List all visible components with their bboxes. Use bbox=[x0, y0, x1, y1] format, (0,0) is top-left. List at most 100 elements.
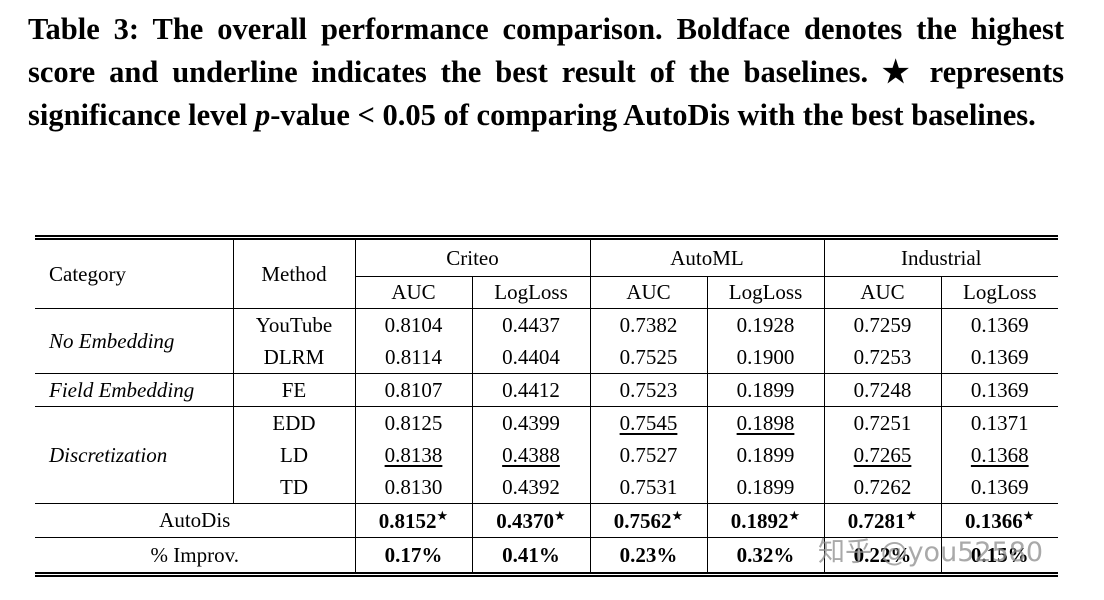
value-text: 0.4370 bbox=[496, 508, 555, 533]
value-cell: 0.7527 bbox=[589, 439, 707, 471]
value-text: 0.4388 bbox=[502, 442, 560, 467]
header-cell: Criteo bbox=[354, 237, 590, 277]
method-text: FE bbox=[281, 377, 307, 402]
value-text: 0.17% bbox=[384, 542, 443, 567]
caption-text: -value < 0.05 of comparing AutoDis with … bbox=[270, 98, 1036, 132]
value-text: 0.8125 bbox=[384, 410, 443, 435]
value-text: 0.8114 bbox=[385, 344, 442, 369]
significance-mark: ★ bbox=[1022, 507, 1035, 523]
value-text: 0.1892 bbox=[730, 508, 789, 533]
value-text: 0.7527 bbox=[619, 442, 678, 467]
value-text: 0.15% bbox=[970, 542, 1029, 567]
value-cell: 0.8125 bbox=[354, 406, 472, 439]
body-row: LD 0.8138 0.4388 0.7527 0.1899 0.7265 0.1368 bbox=[35, 439, 1059, 471]
body-row: Field Embedding FE 0.8107 0.4412 0.7523 0.189… bbox=[35, 373, 1059, 407]
header-cell: LogLoss bbox=[940, 276, 1059, 309]
value-cell: 0.4370★ bbox=[471, 503, 590, 538]
value-cell: 0.17% bbox=[354, 537, 472, 575]
value-text: 0.8104 bbox=[384, 312, 443, 337]
value-cell: 0.7262 bbox=[823, 471, 941, 504]
value-text: 0.22% bbox=[853, 542, 912, 567]
header-text: Category bbox=[49, 261, 126, 286]
value-cell: 0.7251 bbox=[823, 406, 941, 439]
value-cell: 0.4392 bbox=[471, 471, 590, 504]
method-text: DLRM bbox=[263, 344, 325, 369]
value-cell: 0.7523 bbox=[589, 373, 707, 407]
metric-name: LogLoss bbox=[494, 280, 568, 304]
caption-text: The overall performance comparison. Bold… bbox=[28, 12, 1064, 132]
value-cell: 0.4399 bbox=[471, 406, 590, 439]
value-cell: 0.15% bbox=[940, 537, 1059, 575]
metric-name: AUC bbox=[626, 280, 671, 304]
value-text: 0.7545 bbox=[619, 410, 678, 435]
value-cell: 0.4404 bbox=[471, 341, 590, 374]
header-cell: Method bbox=[232, 237, 355, 309]
value-cell: 0.1368 bbox=[940, 439, 1059, 471]
significance-mark: ★ bbox=[671, 507, 684, 523]
value-text: 0.7262 bbox=[853, 474, 912, 499]
header-text: Method bbox=[261, 261, 327, 286]
value-cell: 0.7281★ bbox=[823, 503, 941, 538]
metric-name: AUC bbox=[860, 280, 905, 304]
header-cell: LogLoss bbox=[471, 276, 590, 309]
value-text: 0.7523 bbox=[619, 377, 678, 402]
category-text: Discretization bbox=[49, 442, 168, 467]
value-cell: 0.22% bbox=[823, 537, 941, 575]
value-cell: 0.1899 bbox=[706, 471, 824, 504]
value-text: 0.8130 bbox=[384, 474, 443, 499]
metric-name: LogLoss bbox=[963, 280, 1037, 304]
body-row: DLRM 0.8114 0.4404 0.7525 0.1900 0.7253 0.1369 bbox=[35, 341, 1059, 374]
value-cell: 0.4412 bbox=[471, 373, 590, 407]
value-text: 0.7382 bbox=[619, 312, 678, 337]
caption: Table 3: The overall performance compari… bbox=[28, 8, 1064, 137]
value-text: 0.7525 bbox=[619, 344, 678, 369]
method-cell: YouTube bbox=[232, 308, 355, 341]
value-cell: 0.32% bbox=[706, 537, 824, 575]
method-cell: TD bbox=[232, 471, 355, 504]
dataset-name: AutoML bbox=[670, 245, 744, 270]
dataset-name: Criteo bbox=[446, 245, 499, 270]
value-text: 0.23% bbox=[619, 542, 678, 567]
watermark: 知乎 @you52580 bbox=[818, 537, 1044, 568]
category-text: No Embedding bbox=[49, 328, 175, 353]
value-cell: 0.1898 bbox=[706, 406, 824, 439]
method-cell: FE bbox=[232, 373, 355, 407]
method-text: LD bbox=[280, 442, 308, 467]
method-cell: AutoDis bbox=[35, 503, 355, 538]
header-row: AUC LogLoss AUC LogLoss AUC LogLoss bbox=[35, 276, 1059, 309]
label-text: % Improv. bbox=[150, 542, 239, 567]
value-text: 0.1900 bbox=[736, 344, 795, 369]
value-text: 0.4437 bbox=[502, 312, 560, 337]
method-cell: DLRM bbox=[232, 341, 355, 374]
value-text: 0.1928 bbox=[736, 312, 795, 337]
label-cell: % Improv. bbox=[35, 538, 355, 575]
value-text: 0.1899 bbox=[736, 474, 795, 499]
header-cell: Category bbox=[35, 237, 233, 309]
header-cell: AutoML bbox=[589, 237, 824, 277]
value-text: 0.1369 bbox=[970, 344, 1029, 369]
value-cell: 0.1899 bbox=[706, 373, 824, 407]
value-cell: 0.8152★ bbox=[354, 503, 472, 538]
value-text: 0.1369 bbox=[970, 312, 1029, 337]
header-cell: Industrial bbox=[823, 237, 1059, 277]
value-cell: 0.1928 bbox=[706, 308, 824, 341]
value-text: 0.1371 bbox=[970, 410, 1029, 435]
value-cell: 0.1900 bbox=[706, 341, 824, 374]
category-cell: Discretization bbox=[35, 406, 233, 504]
method-text: AutoDis bbox=[159, 508, 231, 532]
value-cell: 0.1899 bbox=[706, 439, 824, 471]
value-text: 0.8152 bbox=[378, 508, 437, 533]
value-cell: 0.4437 bbox=[471, 308, 590, 341]
body-row: Discretization EDD 0.8125 0.4399 0.7545 0.189… bbox=[35, 406, 1059, 504]
method-text: YouTube bbox=[255, 312, 333, 337]
metric-name: LogLoss bbox=[728, 280, 803, 304]
value-cell: 0.1369 bbox=[940, 308, 1059, 341]
significance-mark: ★ bbox=[436, 507, 449, 523]
body-row: TD 0.8130 0.4392 0.7531 0.1899 0.7262 0.1369 bbox=[35, 471, 1059, 504]
body-row: No Embedding YouTube 0.8104 0.4437 0.7382 0.1… bbox=[35, 308, 1059, 374]
value-text: 0.32% bbox=[736, 542, 795, 567]
table: Category Method Criteo AutoML Industrial AUC L… bbox=[35, 235, 1059, 577]
header-cell: AUC bbox=[354, 276, 472, 309]
value-text: 0.7281 bbox=[847, 508, 906, 533]
